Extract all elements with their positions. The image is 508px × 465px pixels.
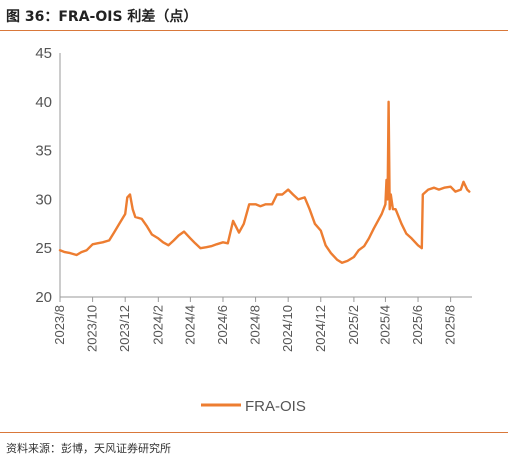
- x-tick-label: 2025/6: [410, 305, 425, 345]
- source-note: 资料来源：彭博，天风证券研究所: [6, 442, 171, 455]
- bottom-divider: [0, 432, 508, 433]
- y-tick-label: 30: [35, 191, 52, 208]
- y-tick-label: 40: [35, 94, 52, 111]
- y-axis: 20 25 30 35 40 45: [35, 45, 61, 306]
- title-bar: 图 36：FRA-OIS 利差（点）: [0, 0, 508, 30]
- x-tick-label: 2025/4: [377, 305, 392, 345]
- x-tick-label: 2023/12: [117, 305, 132, 352]
- x-tick-label: 2024/6: [215, 305, 230, 345]
- series-layer: [58, 100, 471, 264]
- x-tick-label: 2025/2: [346, 305, 361, 345]
- x-tick-label: 2024/2: [150, 305, 165, 345]
- x-axis: 2023/8 2023/10 2023/12 2024/2 2024/4 2024/6 20…: [52, 296, 472, 352]
- y-tick-label: 20: [35, 289, 52, 306]
- x-tick-label: 2024/12: [313, 305, 328, 352]
- x-tick-label: 2024/8: [248, 305, 263, 345]
- y-tick-label: 35: [35, 143, 52, 160]
- x-tick-label: 2023/10: [85, 305, 100, 352]
- y-tick-label: 45: [35, 45, 52, 62]
- x-tick-label: 2023/8: [52, 305, 67, 345]
- legend: FRA-OIS: [201, 398, 306, 415]
- x-tick-label: 2024/10: [280, 305, 295, 352]
- series-line-fra-ois: [58, 100, 471, 264]
- top-divider: [0, 30, 508, 31]
- legend-label-fra-ois: FRA-OIS: [245, 398, 306, 415]
- y-tick-label: 25: [35, 240, 52, 257]
- x-tick-label: 2025/8: [443, 305, 458, 345]
- page-title: 图 36：FRA-OIS 利差（点）: [6, 9, 198, 25]
- x-tick-label: 2024/4: [182, 305, 197, 345]
